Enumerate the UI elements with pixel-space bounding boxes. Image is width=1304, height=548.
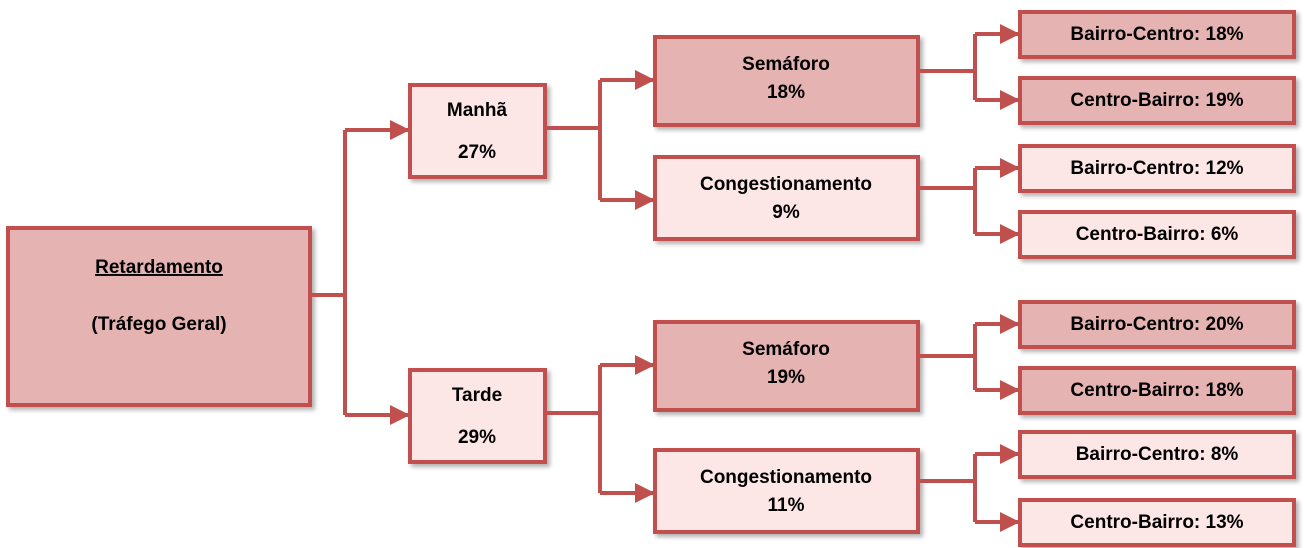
cause-node — [653, 155, 920, 241]
root-title: Retardamento — [95, 257, 223, 278]
branch-value: 27% — [458, 142, 496, 163]
cause-label: Semáforo — [742, 54, 830, 75]
leaf-label: Bairro-Centro: 20% — [1070, 314, 1243, 335]
cause-label: Semáforo — [742, 339, 830, 360]
branch-node — [408, 83, 547, 179]
leaf-node — [1018, 210, 1296, 259]
leaf-label: Bairro-Centro: 12% — [1070, 158, 1243, 179]
leaf-label: Centro-Bairro: 19% — [1070, 90, 1243, 111]
leaf-label: Centro-Bairro: 6% — [1076, 224, 1239, 245]
leaf-label: Bairro-Centro: 18% — [1070, 24, 1243, 45]
cause-value: 9% — [772, 202, 800, 223]
cause-value: 19% — [767, 367, 805, 388]
branch-label: Tarde — [452, 385, 502, 406]
cause-label: Congestionamento — [700, 174, 872, 195]
leaf-label: Centro-Bairro: 18% — [1070, 380, 1243, 401]
leaf-node — [1018, 430, 1296, 479]
cause-value: 11% — [768, 495, 805, 516]
branch-value: 29% — [458, 427, 496, 448]
leaf-label: Centro-Bairro: 13% — [1070, 512, 1243, 533]
leaf-node — [1018, 366, 1296, 415]
cause-value: 18% — [767, 82, 805, 103]
leaf-node — [1018, 498, 1296, 547]
cause-node — [653, 448, 920, 534]
cause-node — [653, 35, 920, 127]
leaf-label: Bairro-Centro: 8% — [1076, 444, 1239, 465]
branch-label: Manhã — [447, 100, 508, 121]
root-subtitle: (Tráfego Geral) — [91, 314, 226, 335]
cause-node — [653, 320, 920, 412]
branch-node — [408, 368, 547, 464]
cause-label: Congestionamento — [700, 467, 872, 488]
leaf-node — [1018, 300, 1296, 349]
root-node — [6, 226, 312, 407]
leaf-node — [1018, 144, 1296, 193]
leaf-node — [1018, 10, 1296, 59]
leaf-node — [1018, 76, 1296, 125]
